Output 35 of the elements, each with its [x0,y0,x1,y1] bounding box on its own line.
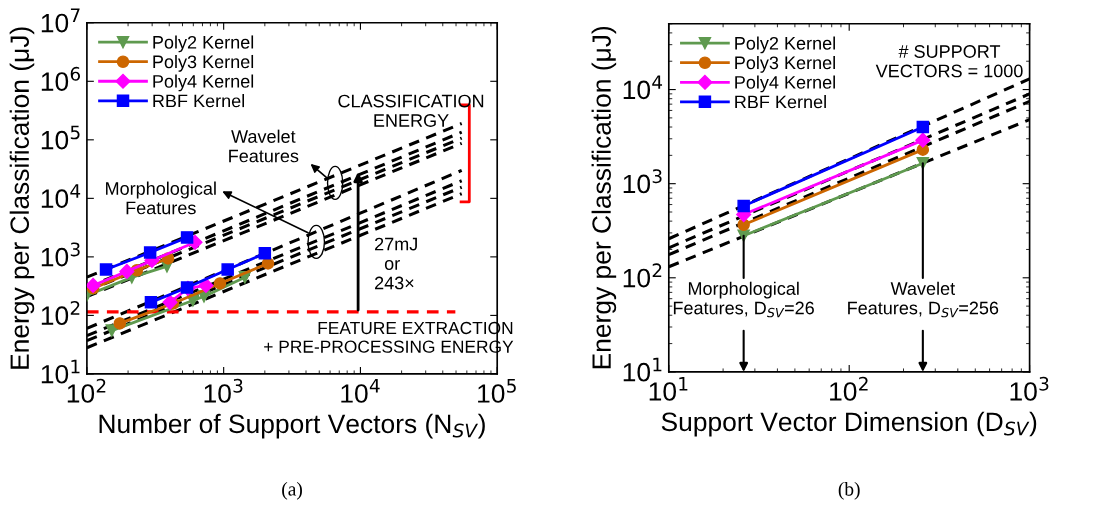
legend-label: Poly2 Kernel [735,36,835,54]
annotation: Morphological Features [106,181,216,215]
annotation: 27mJ or 243× [375,237,417,290]
text: (b) [838,482,860,500]
legend-label: Poly3 Kernel [735,55,835,73]
x-axis-title: Support Vector Dimension (D$_{SV}$) [661,411,1037,437]
legend-label: Poly4 Kernel [735,75,835,93]
legend-label: RBF Kernel [735,95,826,109]
y-axis-title: Energy per Classification (μJ) [591,26,617,369]
legend-label: Poly3 Kernel [153,54,254,72]
y-tick-label: 10$^{3}$ [623,169,662,194]
text: (a) [282,482,302,500]
annotation: # SUPPORT VECTORS = 1000 [875,45,1023,78]
annotation: CLASSIFICATION ENERGY [338,94,484,127]
y-tick-label: 10$^{3}$ [41,242,80,267]
x-tick-label: 10$^{3}$ [204,378,243,403]
annotation: Wavelet Features [229,129,299,163]
annotation: Wavelet Features, D$_{SV}$=256 [848,281,999,318]
y-tick-label: 10$^{4}$ [623,75,663,100]
x-tick-label: 10$^{2}$ [830,376,868,401]
annotation: Morphological Features, D$_{SV}$=26 [673,281,814,318]
y-tick-label: 10$^{6}$ [41,66,81,91]
x-tick-label: 10$^{4}$ [341,379,380,403]
legend-label: RBF Kernel [153,94,245,108]
legend-label: Poly4 Kernel [153,74,254,92]
x-tick-label: 10$^{3}$ [1010,376,1049,401]
legend-label: Poly2 Kernel [153,35,254,53]
y-axis-title: Energy per Classification (μJ) [9,27,35,369]
y-tick-label: 10$^{5}$ [41,125,80,150]
y-tick-label: 10$^{2}$ [41,300,80,326]
y-tick-label: 10$^{2}$ [623,263,662,288]
y-tick-label: 10$^{4}$ [41,184,81,208]
x-tick-label: 10$^{5}$ [478,379,516,403]
x-axis-title: Number of Support Vectors (N$_{SV}$) [99,413,485,439]
y-tick-label: 10$^{7}$ [41,8,80,33]
